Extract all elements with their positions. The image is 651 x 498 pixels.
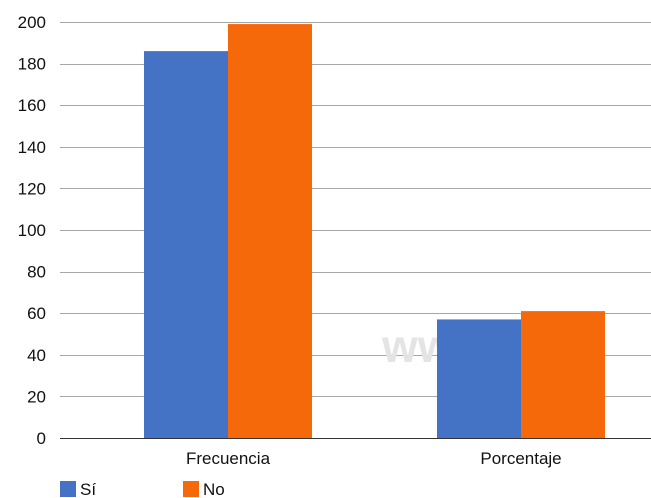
bar-si-porcentaje <box>437 319 521 438</box>
y-tick-label: 120 <box>18 179 46 198</box>
bar-si-frecuencia <box>144 51 228 439</box>
bar-no-porcentaje <box>521 311 605 438</box>
y-tick-label: 40 <box>27 346 46 365</box>
x-category-label: Porcentaje <box>480 449 561 468</box>
legend-label-no: No <box>203 480 225 498</box>
y-axis-ticks: 0 20 40 60 80 100 120 140 160 180 200 <box>18 13 46 448</box>
legend-swatch-si <box>60 481 76 497</box>
bars <box>144 24 605 439</box>
x-axis-categories: Frecuencia Porcentaje <box>186 449 562 468</box>
legend-swatch-no <box>183 481 199 497</box>
y-tick-label: 0 <box>37 429 46 448</box>
y-tick-label: 80 <box>27 263 46 282</box>
y-tick-label: 140 <box>18 138 46 157</box>
legend: Sí No <box>60 480 225 498</box>
legend-label-si: Sí <box>80 480 96 498</box>
y-tick-label: 100 <box>18 221 46 240</box>
x-category-label: Frecuencia <box>186 449 271 468</box>
y-tick-label: 160 <box>18 96 46 115</box>
y-tick-label: 60 <box>27 304 46 323</box>
bar-no-frecuencia <box>228 24 312 439</box>
y-tick-label: 180 <box>18 55 46 74</box>
y-tick-label: 20 <box>27 387 46 406</box>
y-tick-label: 200 <box>18 13 46 32</box>
